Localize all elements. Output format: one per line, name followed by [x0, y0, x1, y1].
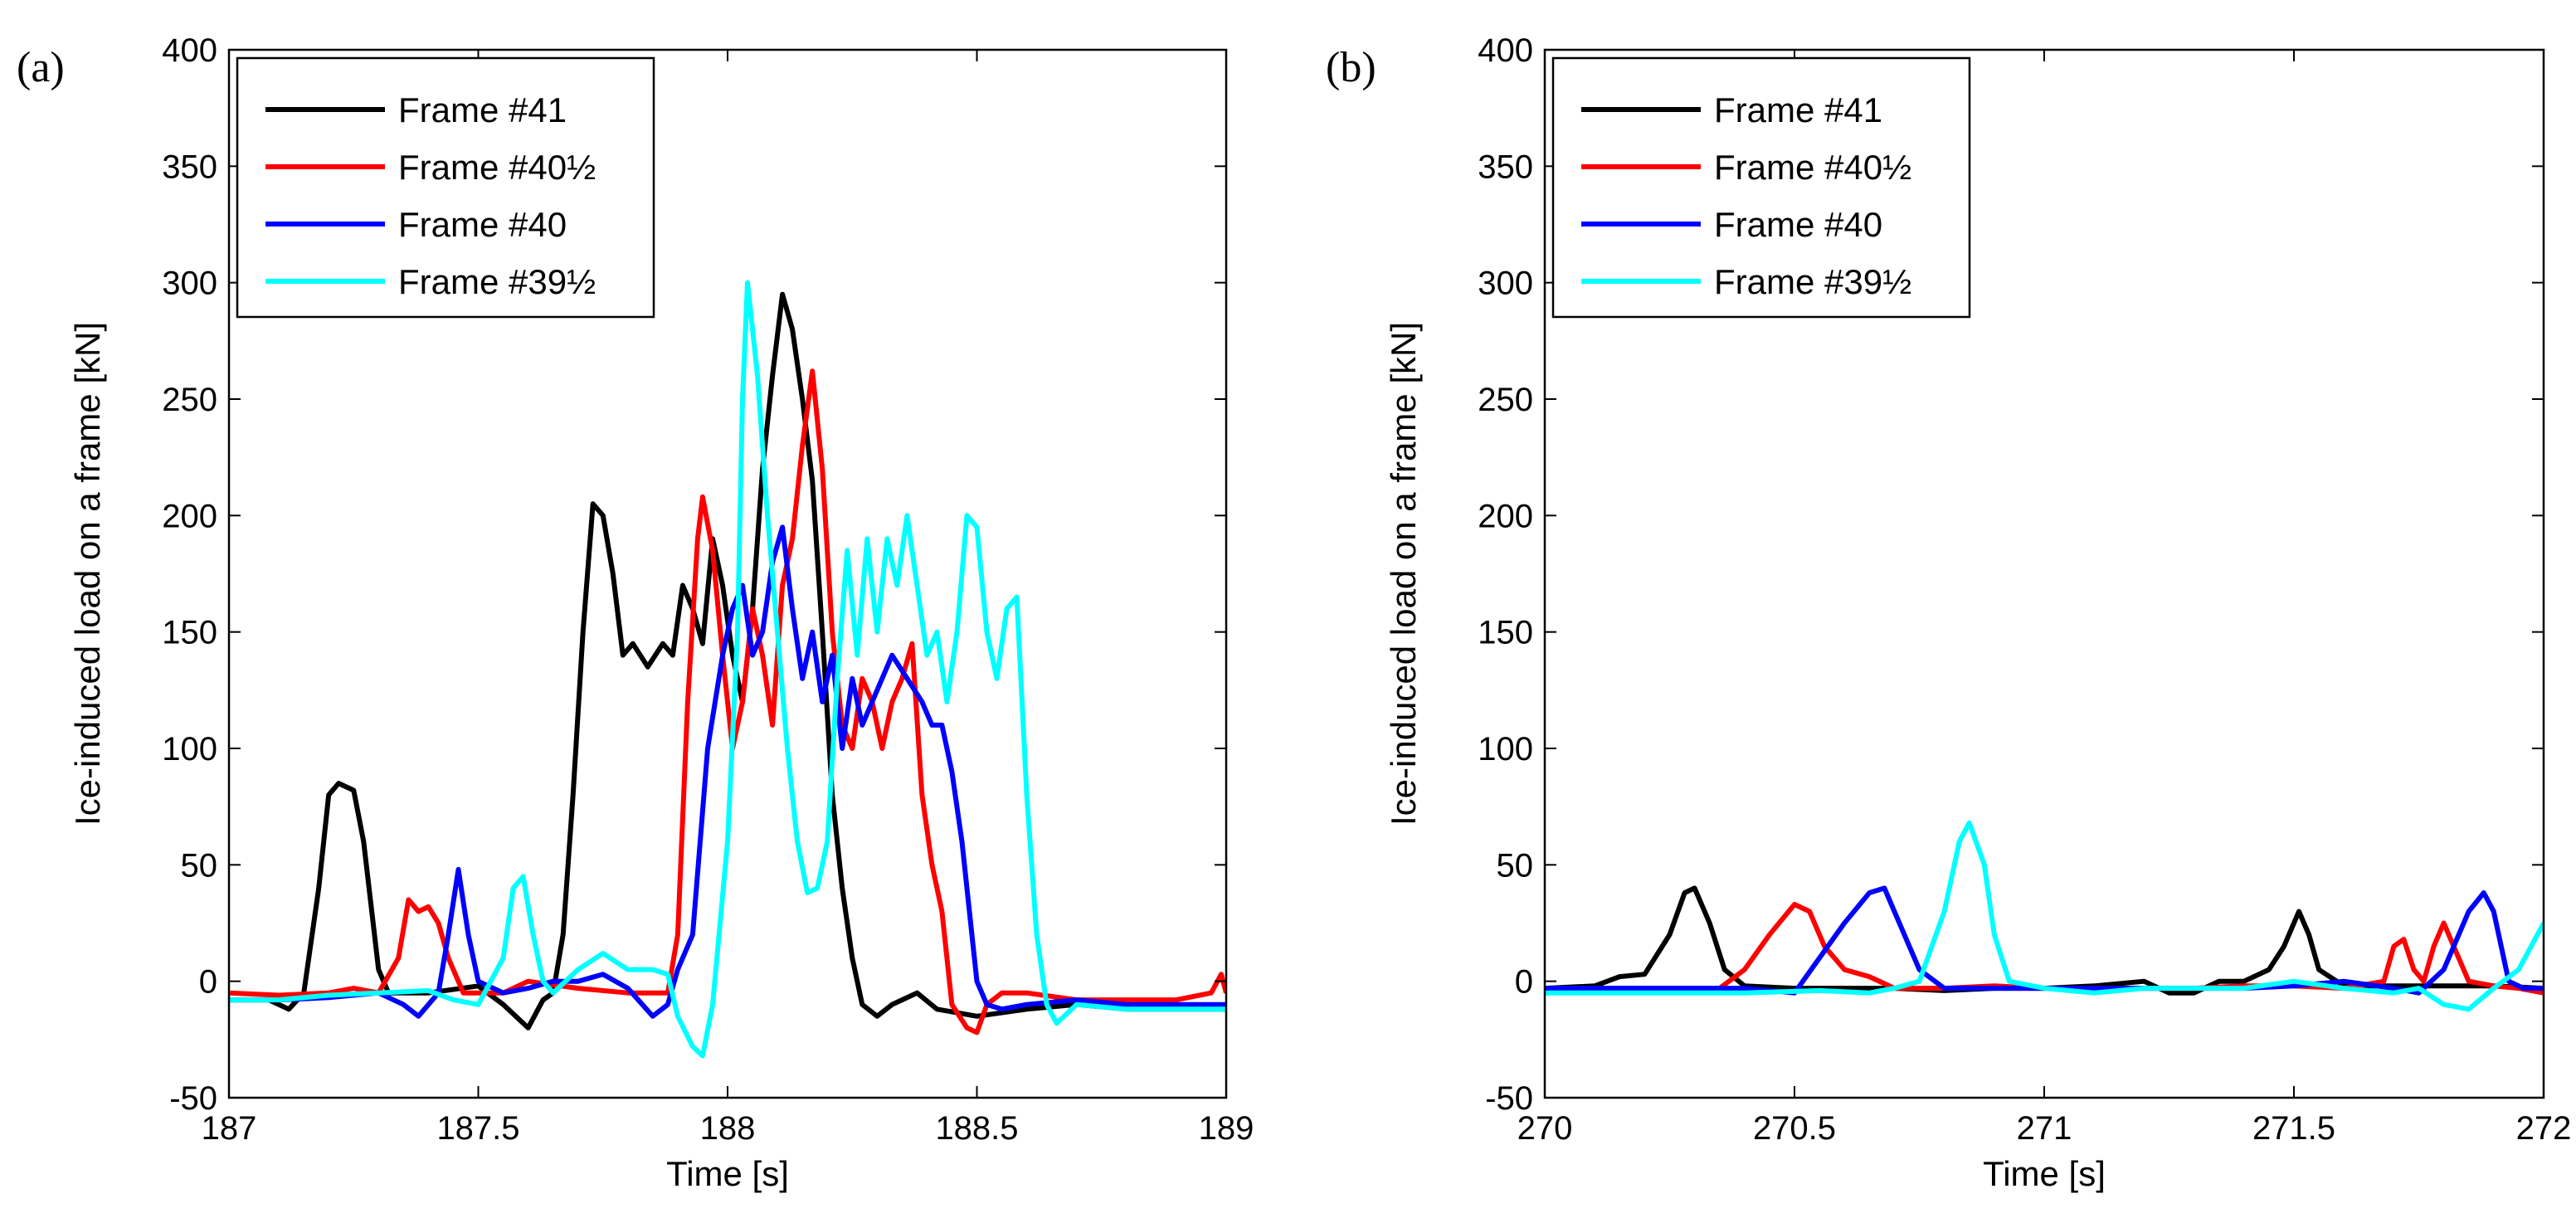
- legend-entry: Frame #40½: [398, 148, 596, 187]
- y-tick-label: 250: [1478, 382, 1533, 418]
- y-tick-label: 50: [181, 847, 218, 884]
- y-tick-label: 150: [162, 615, 217, 651]
- series-line-frame-40-: [229, 368, 1226, 1035]
- x-tick-label: 271: [2017, 1110, 2072, 1147]
- legend-entry: Frame #40: [398, 205, 567, 244]
- y-tick-label: 0: [199, 964, 217, 1001]
- x-tick-label: 188: [700, 1110, 756, 1147]
- legend-entry: Frame #41: [398, 90, 567, 129]
- y-tick-label: 300: [162, 266, 217, 302]
- y-tick-label: 200: [162, 498, 217, 534]
- x-tick-label: 187: [202, 1110, 257, 1147]
- y-tick-label: 100: [162, 731, 217, 767]
- legend-entry: Frame #40: [1714, 205, 1882, 244]
- y-tick-label: 300: [1478, 266, 1533, 302]
- x-axis-label: Time [s]: [666, 1154, 789, 1193]
- x-tick-label: 270: [1517, 1110, 1573, 1147]
- y-tick-label: -50: [1485, 1080, 1533, 1117]
- x-tick-label: 272: [2516, 1110, 2572, 1147]
- series-line-frame-40: [229, 524, 1226, 1019]
- series-line-frame-40: [1545, 885, 2544, 996]
- panel-label: (b): [1326, 44, 1376, 91]
- series-line-frame-39-: [229, 280, 1226, 1059]
- y-axis-label: Ice-induced load on a frame [kN]: [68, 322, 107, 826]
- y-tick-label: 350: [162, 149, 217, 185]
- y-tick-label: 400: [162, 32, 217, 69]
- series-group: [229, 280, 1226, 1059]
- x-tick-label: 270.5: [1753, 1110, 1836, 1147]
- x-tick-label: 189: [1199, 1110, 1254, 1147]
- legend-entry: Frame #40½: [1714, 148, 1911, 187]
- panel-a: 187 187.5 188 188.5 189 -50 0 50 100 150 200 250 300…: [17, 32, 1254, 1193]
- x-axis-label: Time [s]: [1983, 1154, 2106, 1193]
- y-tick-label: 350: [1478, 149, 1533, 185]
- legend: Frame #41 Frame #40½ Frame #40 Frame #39½: [236, 56, 655, 319]
- y-tick-label: 0: [1515, 964, 1533, 1001]
- legend-entry: Frame #39½: [1714, 262, 1911, 301]
- legend: Frame #41 Frame #40½ Frame #40 Frame #39½: [1551, 56, 1971, 319]
- legend-entry: Frame #39½: [398, 262, 596, 301]
- legend-box: [236, 56, 655, 319]
- y-axis-label: Ice-induced load on a frame [kN]: [1384, 322, 1423, 826]
- y-tick-label: 400: [1478, 32, 1533, 69]
- y-tick-label: 250: [162, 382, 217, 418]
- panel-b: 270 270.5 271 271.5 272 -50 0 50 100 150 200 250 300…: [1326, 32, 2571, 1193]
- panel-label: (a): [17, 44, 65, 91]
- x-tick-label: 271.5: [2252, 1110, 2335, 1147]
- series-line-frame-41: [229, 291, 1226, 1031]
- y-tick-label: 150: [1478, 615, 1533, 651]
- series-line-frame-41: [1545, 885, 2544, 996]
- legend-box: [1551, 56, 1971, 319]
- y-tick-label: 100: [1478, 731, 1533, 767]
- series-line-frame-40-: [1545, 902, 2544, 996]
- legend-entry: Frame #41: [1714, 90, 1882, 129]
- y-tick-label: 200: [1478, 498, 1533, 534]
- y-tick-label: -50: [169, 1080, 217, 1117]
- series-group: [1545, 820, 2544, 1012]
- x-tick-label: 187.5: [436, 1110, 519, 1147]
- x-tick-label: 188.5: [935, 1110, 1018, 1147]
- series-line-frame-39-: [1545, 820, 2544, 1012]
- y-tick-label: 50: [1497, 847, 1534, 884]
